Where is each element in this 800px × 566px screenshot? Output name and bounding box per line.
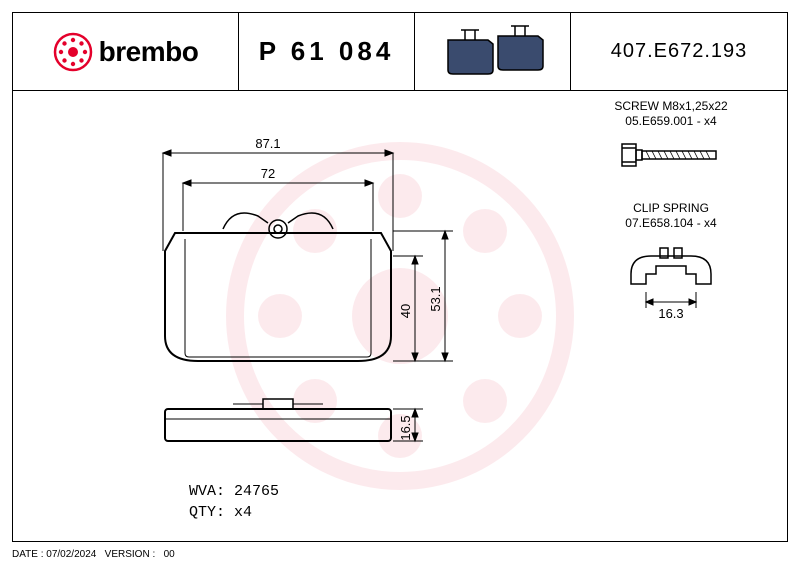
clip-dim: 16.3	[658, 306, 683, 321]
screw-block: SCREW M8x1,25x22 05.E659.001 - x4	[571, 99, 771, 181]
clip-code: 07.E658.104 - x4	[571, 216, 771, 230]
dim-height-outer: 53.1	[428, 286, 443, 311]
bottom-info: WVA: 24765 QTY: x4	[189, 481, 279, 523]
brand-name: brembo	[99, 36, 199, 68]
part-number-cell: P 61 084	[239, 13, 415, 90]
date-label: DATE :	[12, 549, 43, 560]
qty-line: QTY: x4	[189, 502, 279, 523]
wva-label: WVA:	[189, 483, 225, 500]
reference-number: 407.E672.193	[611, 40, 748, 63]
screw-title: SCREW M8x1,25x22	[571, 99, 771, 113]
qty-value: x4	[234, 504, 252, 521]
version-label: VERSION :	[105, 549, 156, 560]
reference-cell: 407.E672.193	[571, 13, 787, 90]
screw-code: 05.E659.001 - x4	[571, 114, 771, 128]
accessories-panel: SCREW M8x1,25x22 05.E659.001 - x4 CLIP S…	[571, 99, 771, 351]
date-value: 07/02/2024	[46, 549, 96, 560]
technical-drawing: 87.1 72	[103, 121, 483, 521]
dim-height-inner: 40	[398, 304, 413, 318]
screw-icon	[606, 134, 736, 176]
drawing-frame: brembo P 61 084 407.E672.193	[12, 12, 788, 542]
dim-width-inner: 72	[261, 166, 275, 181]
wva-value: 24765	[234, 483, 279, 500]
wva-line: WVA: 24765	[189, 481, 279, 502]
clip-block: CLIP SPRING 07.E658.104 - x4	[571, 201, 771, 331]
brembo-icon	[53, 32, 93, 72]
brand-logo: brembo	[53, 32, 199, 72]
part-number: P 61 084	[259, 36, 395, 67]
footer: DATE : 07/02/2024 VERSION : 00	[12, 549, 175, 560]
version-value: 00	[164, 549, 175, 560]
qty-label: QTY:	[189, 504, 225, 521]
header-row: brembo P 61 084 407.E672.193	[13, 13, 787, 91]
clip-icon: 16.3	[596, 236, 746, 326]
brake-pad-icon	[433, 22, 553, 82]
dim-width-outer: 87.1	[255, 136, 280, 151]
clip-title: CLIP SPRING	[571, 201, 771, 215]
dim-thickness: 16.5	[398, 415, 413, 440]
product-icon-cell	[415, 13, 571, 90]
brand-cell: brembo	[13, 13, 239, 90]
body-area: 87.1 72	[13, 91, 787, 541]
